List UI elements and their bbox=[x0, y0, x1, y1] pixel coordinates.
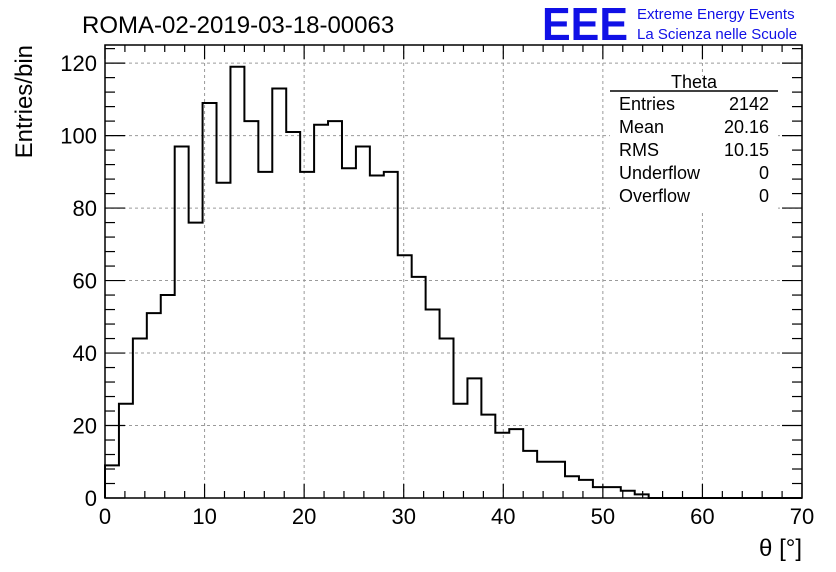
histogram-bin bbox=[412, 277, 426, 498]
stats-value: 2142 bbox=[729, 94, 769, 114]
histogram-bin bbox=[523, 451, 537, 498]
y-tick-labels: 0 20 40 60 80 100 120 bbox=[60, 51, 97, 511]
histogram-bin bbox=[272, 88, 286, 498]
histogram-bin bbox=[342, 168, 356, 498]
histogram-bin bbox=[384, 172, 398, 498]
stats-value: 0 bbox=[759, 163, 769, 183]
histogram-bin bbox=[175, 146, 189, 498]
histogram-bin bbox=[314, 125, 328, 498]
histogram-bin bbox=[133, 339, 147, 498]
x-tick-label: 30 bbox=[391, 504, 415, 529]
x-tick-label: 50 bbox=[591, 504, 615, 529]
stats-label: Mean bbox=[619, 117, 664, 137]
histogram-bin bbox=[467, 378, 481, 498]
stats-value: 10.15 bbox=[724, 140, 769, 160]
stats-label: Underflow bbox=[619, 163, 701, 183]
histogram-bin bbox=[426, 310, 440, 498]
y-tick-label: 60 bbox=[73, 269, 97, 294]
stats-box-title: Theta bbox=[671, 72, 718, 92]
histogram-bin bbox=[105, 465, 119, 498]
stats-value: 0 bbox=[759, 186, 769, 206]
histogram-bin bbox=[509, 429, 523, 498]
histogram-bin bbox=[398, 255, 412, 498]
histogram-bin bbox=[217, 183, 231, 498]
histogram-bin bbox=[328, 121, 342, 498]
x-tick-label: 10 bbox=[192, 504, 216, 529]
histogram-bin bbox=[607, 487, 621, 498]
histogram-bin bbox=[593, 487, 607, 498]
y-tick-label: 120 bbox=[60, 51, 97, 76]
x-tick-label: 70 bbox=[790, 504, 814, 529]
logo-line1: Extreme Energy Events bbox=[637, 6, 795, 23]
histogram-bin bbox=[454, 404, 468, 498]
logo-line2: La Scienza nelle Scuole bbox=[637, 26, 797, 43]
histogram-bin bbox=[481, 415, 495, 498]
histogram-bin bbox=[258, 172, 272, 498]
stats-label: RMS bbox=[619, 140, 659, 160]
stats-value: 20.16 bbox=[724, 117, 769, 137]
histogram-bin bbox=[230, 67, 244, 498]
histogram-bin bbox=[370, 175, 384, 498]
stats-label: Overflow bbox=[619, 186, 691, 206]
stats-box: Theta Entries 2142 Mean 20.16 RMS 10.15 Underf… bbox=[610, 72, 778, 210]
histogram-bin bbox=[579, 480, 593, 498]
stats-box-bg bbox=[610, 76, 778, 210]
x-axis-label: θ [°] bbox=[759, 535, 802, 562]
histogram-bin bbox=[189, 223, 203, 498]
eee-logo: EEE Extreme Energy Events La Scienza nel… bbox=[542, 0, 797, 50]
axis-ticks bbox=[104, 45, 803, 499]
y-axis-label: Entries/bin bbox=[11, 45, 38, 158]
y-tick-label: 100 bbox=[60, 124, 97, 149]
histogram-bin bbox=[286, 132, 300, 498]
histogram-bin bbox=[203, 103, 217, 498]
histogram-bin bbox=[161, 295, 175, 498]
histogram-bin bbox=[300, 172, 314, 498]
y-tick-label: 40 bbox=[73, 341, 97, 366]
histogram-bin bbox=[537, 462, 551, 498]
y-tick-label: 80 bbox=[73, 196, 97, 221]
histogram-bin bbox=[119, 404, 133, 498]
x-tick-label: 0 bbox=[99, 504, 111, 529]
logo-mark: EEE bbox=[542, 0, 628, 50]
histogram-outline bbox=[104, 65, 802, 499]
x-tick-label: 60 bbox=[690, 504, 714, 529]
histogram-bin bbox=[440, 339, 454, 498]
histogram-bin bbox=[147, 313, 161, 498]
histogram-bin bbox=[565, 476, 579, 498]
x-tick-labels: 0 10 20 30 40 50 60 70 bbox=[99, 504, 814, 529]
histogram-bin bbox=[495, 433, 509, 498]
histogram-bin bbox=[244, 121, 258, 498]
stats-label: Entries bbox=[619, 94, 675, 114]
x-tick-label: 40 bbox=[491, 504, 515, 529]
y-tick-label: 20 bbox=[73, 414, 97, 439]
histogram-series bbox=[104, 65, 802, 499]
plot-frame bbox=[104, 44, 803, 499]
histogram-bin bbox=[356, 146, 370, 498]
chart-title: ROMA-02-2019-03-18-00063 bbox=[82, 12, 394, 39]
y-tick-label: 0 bbox=[85, 486, 97, 511]
x-tick-label: 20 bbox=[292, 504, 316, 529]
